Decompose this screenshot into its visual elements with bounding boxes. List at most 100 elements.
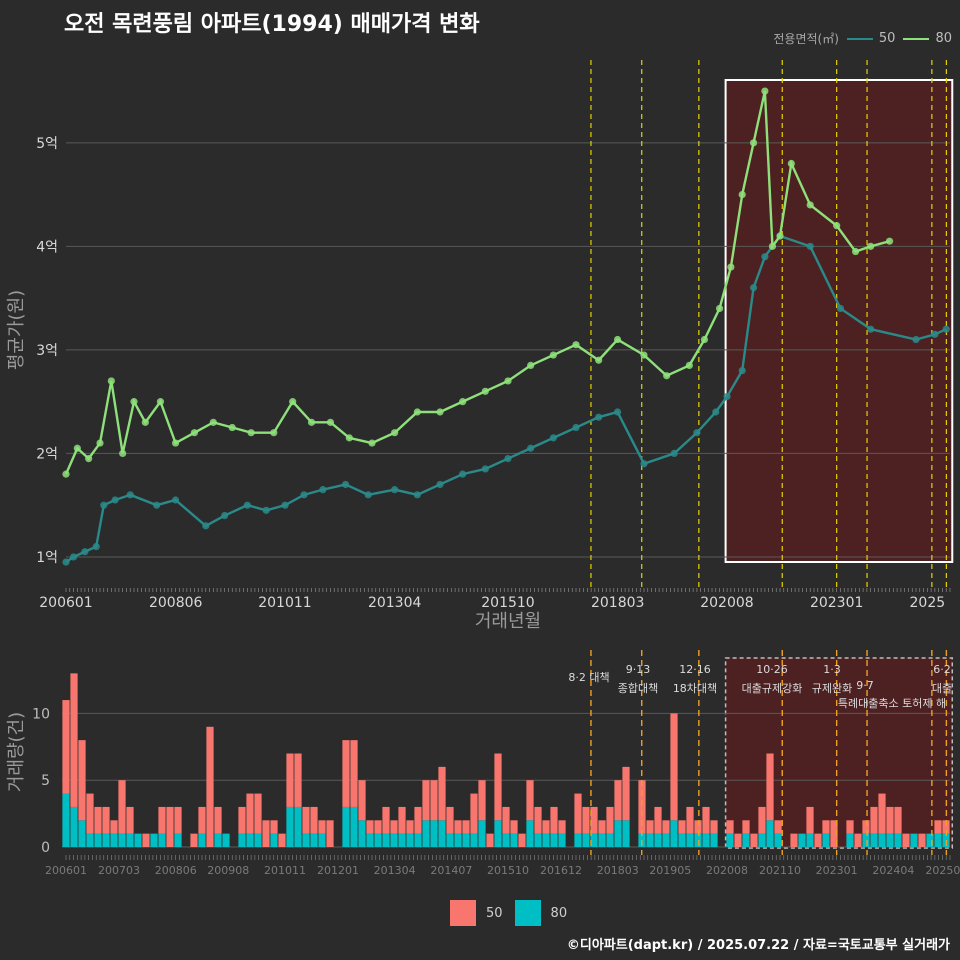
policy-annotation: 8·2 대책 bbox=[568, 671, 609, 684]
data-point-50 bbox=[749, 284, 758, 292]
bar-80 bbox=[550, 833, 558, 847]
data-point-80 bbox=[851, 247, 860, 256]
bar-50 bbox=[518, 833, 526, 847]
bar-50 bbox=[790, 833, 798, 847]
bar-50 bbox=[726, 820, 734, 834]
bar-80 bbox=[494, 820, 502, 847]
bar-50 bbox=[830, 820, 838, 847]
data-point-80 bbox=[391, 429, 399, 437]
bar-80 bbox=[358, 820, 366, 847]
line-legend: 전용면적(㎡) 50 80 bbox=[773, 30, 952, 47]
bar-50 bbox=[190, 833, 198, 847]
bar-80 bbox=[694, 833, 702, 847]
bar-legend-item-50: 50 bbox=[450, 900, 503, 926]
bar-80 bbox=[198, 833, 206, 847]
data-point-50 bbox=[281, 501, 289, 509]
bar-80 bbox=[294, 806, 302, 847]
data-point-50 bbox=[761, 253, 769, 261]
bar-50 bbox=[494, 753, 502, 821]
bar-50 bbox=[430, 780, 438, 821]
bar-50 bbox=[246, 793, 254, 834]
data-point-80 bbox=[776, 232, 784, 240]
bar-50 bbox=[814, 833, 822, 847]
data-point-80 bbox=[326, 418, 335, 426]
bar-50 bbox=[846, 820, 854, 834]
data-point-80 bbox=[768, 242, 777, 250]
bar-legend-label-80: 80 bbox=[550, 905, 568, 921]
bar-80 bbox=[686, 833, 694, 847]
data-point-80 bbox=[867, 242, 875, 250]
bar-80 bbox=[406, 833, 414, 847]
policy-annotation-label: 종합대책 bbox=[618, 682, 658, 695]
x-tick-label: 201803 bbox=[591, 595, 644, 611]
bar-y-tick-label: 0 bbox=[41, 840, 50, 856]
bar-x-tick-label: 201304 bbox=[374, 864, 416, 877]
line-legend-label-80: 80 bbox=[935, 31, 952, 46]
line-legend-item-50: 50 bbox=[846, 31, 895, 46]
bar-50 bbox=[118, 780, 126, 834]
data-point-80 bbox=[613, 335, 622, 344]
bar-x-tick-label: 202506 bbox=[925, 864, 960, 877]
data-point-50 bbox=[341, 480, 350, 489]
data-point-50 bbox=[92, 542, 100, 551]
bar-80 bbox=[430, 820, 438, 847]
x-tick-label: 2025 bbox=[910, 595, 946, 611]
bar-80 bbox=[742, 833, 750, 847]
data-point-50 bbox=[126, 491, 134, 499]
bar-80 bbox=[774, 833, 782, 847]
x-tick-label: 200806 bbox=[149, 595, 203, 611]
bar-50 bbox=[942, 820, 950, 834]
x-axis-title: 거래년월 bbox=[475, 611, 541, 632]
data-point-50 bbox=[836, 304, 845, 313]
data-point-50 bbox=[613, 408, 622, 416]
data-point-50 bbox=[693, 429, 701, 437]
data-point-80 bbox=[727, 263, 735, 271]
bar-50 bbox=[278, 833, 286, 847]
bar-x-tick-label: 201612 bbox=[540, 864, 582, 877]
data-point-50 bbox=[942, 325, 950, 333]
bar-50 bbox=[558, 820, 566, 834]
data-point-50 bbox=[912, 335, 920, 344]
data-point-80 bbox=[885, 237, 894, 245]
data-point-80 bbox=[96, 439, 104, 447]
bar-80 bbox=[726, 833, 734, 847]
bar-80 bbox=[910, 833, 918, 847]
bar-legend-item-80: 80 bbox=[514, 900, 568, 926]
bar-50 bbox=[918, 833, 926, 847]
bar-80 bbox=[86, 833, 94, 847]
bar-50 bbox=[550, 806, 558, 834]
data-point-50 bbox=[459, 470, 467, 478]
data-point-80 bbox=[549, 351, 557, 359]
bar-x-tick-label: 202008 bbox=[706, 864, 748, 877]
data-point-50 bbox=[640, 460, 648, 468]
bar-80 bbox=[886, 833, 894, 847]
bar-80 bbox=[118, 833, 126, 847]
bar-x-tick-label: 200601 bbox=[45, 864, 87, 877]
data-point-50 bbox=[111, 496, 119, 504]
bar-80 bbox=[238, 833, 246, 847]
data-point-50 bbox=[806, 242, 814, 250]
x-tick-label: 202301 bbox=[810, 595, 863, 611]
data-point-80 bbox=[130, 398, 138, 406]
bar-50 bbox=[590, 806, 598, 834]
data-point-80 bbox=[73, 444, 81, 452]
data-point-50 bbox=[527, 444, 535, 452]
bar-50 bbox=[542, 820, 550, 834]
bar-50 bbox=[774, 820, 782, 834]
bar-50 bbox=[326, 820, 334, 847]
bar-50 bbox=[94, 806, 102, 834]
x-tick-label: 201011 bbox=[258, 595, 311, 611]
data-point-80 bbox=[527, 361, 535, 370]
bar-50 bbox=[870, 806, 878, 834]
bar-y-axis-title: 거래량(건) bbox=[6, 712, 27, 792]
bar-50 bbox=[678, 820, 686, 834]
bar-50 bbox=[486, 833, 494, 847]
bar-80 bbox=[222, 833, 230, 847]
bar-50 bbox=[470, 793, 478, 834]
bar-80 bbox=[670, 820, 678, 847]
bar-80 bbox=[622, 820, 630, 847]
bar-80 bbox=[862, 833, 870, 847]
bar-50 bbox=[702, 806, 710, 834]
bar-50 bbox=[446, 806, 454, 834]
